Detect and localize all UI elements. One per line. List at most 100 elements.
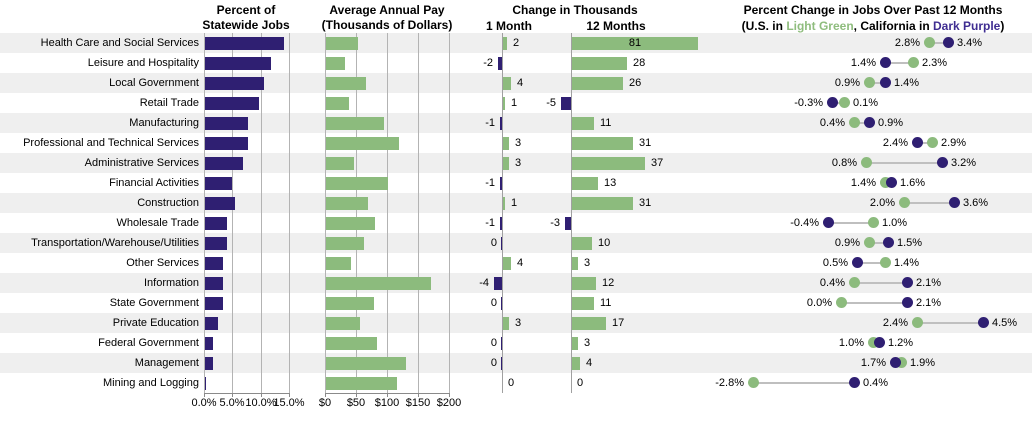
twelve-month-change-bar — [572, 57, 627, 70]
one-month-change-bar — [498, 57, 502, 70]
us-dot — [899, 197, 910, 208]
pct-statewide-jobs-bar — [205, 317, 218, 330]
dumbbell-connector — [904, 202, 954, 204]
axis-tick — [356, 393, 357, 397]
gridline — [418, 33, 419, 393]
legend-mid: , California in — [853, 19, 933, 33]
pct-statewide-jobs-bar — [205, 37, 284, 50]
us-dot — [748, 377, 759, 388]
row-label: Information — [143, 277, 199, 289]
pct-change-low-value: 0.5% — [822, 257, 848, 269]
dumbbell-connector — [929, 42, 948, 44]
pct-statewide-jobs-bar — [205, 137, 248, 150]
pct-statewide-jobs-bar — [205, 197, 235, 210]
pct-change-high-value: 1.4% — [894, 77, 920, 89]
pct-statewide-jobs-bar — [205, 57, 271, 70]
one-month-change-value: -4 — [479, 277, 489, 289]
one-month-change-bar — [503, 317, 509, 330]
gridline — [204, 33, 205, 393]
one-month-change-bar — [503, 37, 507, 50]
us-dot — [864, 77, 875, 88]
gridline — [325, 33, 326, 393]
avg-annual-pay-bar — [326, 377, 397, 390]
pct-change-high-value: 1.2% — [888, 337, 914, 349]
twelve-month-change-value: -5 — [546, 97, 556, 109]
avg-annual-pay-bar — [326, 177, 388, 190]
pct-change-high-value: 3.2% — [951, 157, 977, 169]
pct-change-low-value: 0.9% — [834, 77, 860, 89]
pct-statewide-jobs-bar — [205, 217, 227, 230]
pct-change-high-value: 0.4% — [863, 377, 889, 389]
california-dot — [852, 257, 863, 268]
pct-statewide-jobs-bar — [205, 337, 213, 350]
twelve-month-change-bar — [572, 197, 633, 210]
panel2-title-line2: (Thousands of Dollars) — [321, 18, 453, 32]
dumbbell-connector — [828, 222, 872, 224]
one-month-change-bar — [503, 77, 511, 90]
california-dot — [949, 197, 960, 208]
pct-statewide-jobs-bar — [205, 117, 248, 130]
pct-change-low-value: -0.3% — [794, 97, 823, 109]
axis-tick-label: $100 — [374, 397, 400, 409]
panel1-title: Percent of Statewide Jobs — [176, 3, 316, 33]
axis-tick — [232, 393, 233, 397]
axis-tick — [261, 393, 262, 397]
california-dot — [902, 277, 913, 288]
california-dot — [883, 237, 894, 248]
row-label: Management — [134, 357, 199, 369]
twelve-month-change-value: 4 — [586, 357, 593, 369]
pct-change-high-value: 0.1% — [853, 97, 879, 109]
one-month-change-value: 3 — [515, 137, 522, 149]
row-stripe — [0, 113, 1032, 133]
avg-annual-pay-bar — [326, 97, 349, 110]
california-dot — [937, 157, 948, 168]
us-dot — [861, 157, 872, 168]
row-label: Leisure and Hospitality — [87, 57, 199, 69]
avg-annual-pay-bar — [326, 77, 366, 90]
twelve-month-change-value: 31 — [639, 197, 652, 209]
twelve-month-change-value: 11 — [600, 117, 612, 129]
twelve-month-change-value: 3 — [584, 257, 591, 269]
row-label: Construction — [137, 197, 199, 209]
legend-ca-label: Dark Purple — [933, 19, 1001, 33]
one-month-change-bar — [503, 197, 505, 210]
twelve-month-change-value: 31 — [639, 137, 652, 149]
gridline — [356, 33, 357, 393]
axis-tick — [325, 393, 326, 397]
axis-baseline — [204, 393, 290, 394]
one-month-change-value: 4 — [517, 77, 524, 89]
one-month-change-bar — [500, 177, 502, 190]
pct-statewide-jobs-bar — [205, 77, 264, 90]
row-label: Transportation/Warehouse/Utilities — [31, 237, 199, 249]
one-month-change-bar — [500, 217, 502, 230]
legend-us-label: Light Green — [786, 19, 854, 33]
pct-change-high-value: 1.0% — [882, 217, 908, 229]
twelve-month-change-value: 28 — [633, 57, 646, 69]
row-stripe — [0, 313, 1032, 333]
one-month-change-value: 2 — [513, 37, 520, 49]
dumbbell-connector — [854, 122, 870, 124]
twelve-month-zero-axis — [571, 33, 572, 393]
dumbbell-connector — [885, 62, 913, 64]
pct-statewide-jobs-bar — [205, 237, 227, 250]
row-label: Financial Activities — [109, 177, 199, 189]
california-dot — [864, 117, 875, 128]
one-month-change-bar — [503, 257, 511, 270]
panel2-title: Average Annual Pay (Thousands of Dollars… — [302, 3, 472, 33]
pct-statewide-jobs-bar — [205, 257, 223, 270]
pct-change-high-value: 2.1% — [916, 297, 942, 309]
dumbbell-connector — [869, 82, 885, 84]
twelve-month-change-value: 0 — [577, 377, 584, 389]
us-dot — [868, 337, 879, 348]
avg-annual-pay-bar — [326, 257, 351, 270]
legend-suffix: ) — [1000, 19, 1005, 33]
row-label: Mining and Logging — [102, 377, 199, 389]
california-dot — [912, 137, 923, 148]
pct-change-low-value: 0.8% — [831, 157, 857, 169]
legend-prefix: (U.S. in — [741, 19, 787, 33]
row-stripe — [0, 233, 1032, 253]
axis-tick — [449, 393, 450, 397]
us-dot — [927, 137, 938, 148]
pct-change-low-value: 1.0% — [838, 337, 864, 349]
one-month-change-value: 0 — [490, 237, 497, 249]
